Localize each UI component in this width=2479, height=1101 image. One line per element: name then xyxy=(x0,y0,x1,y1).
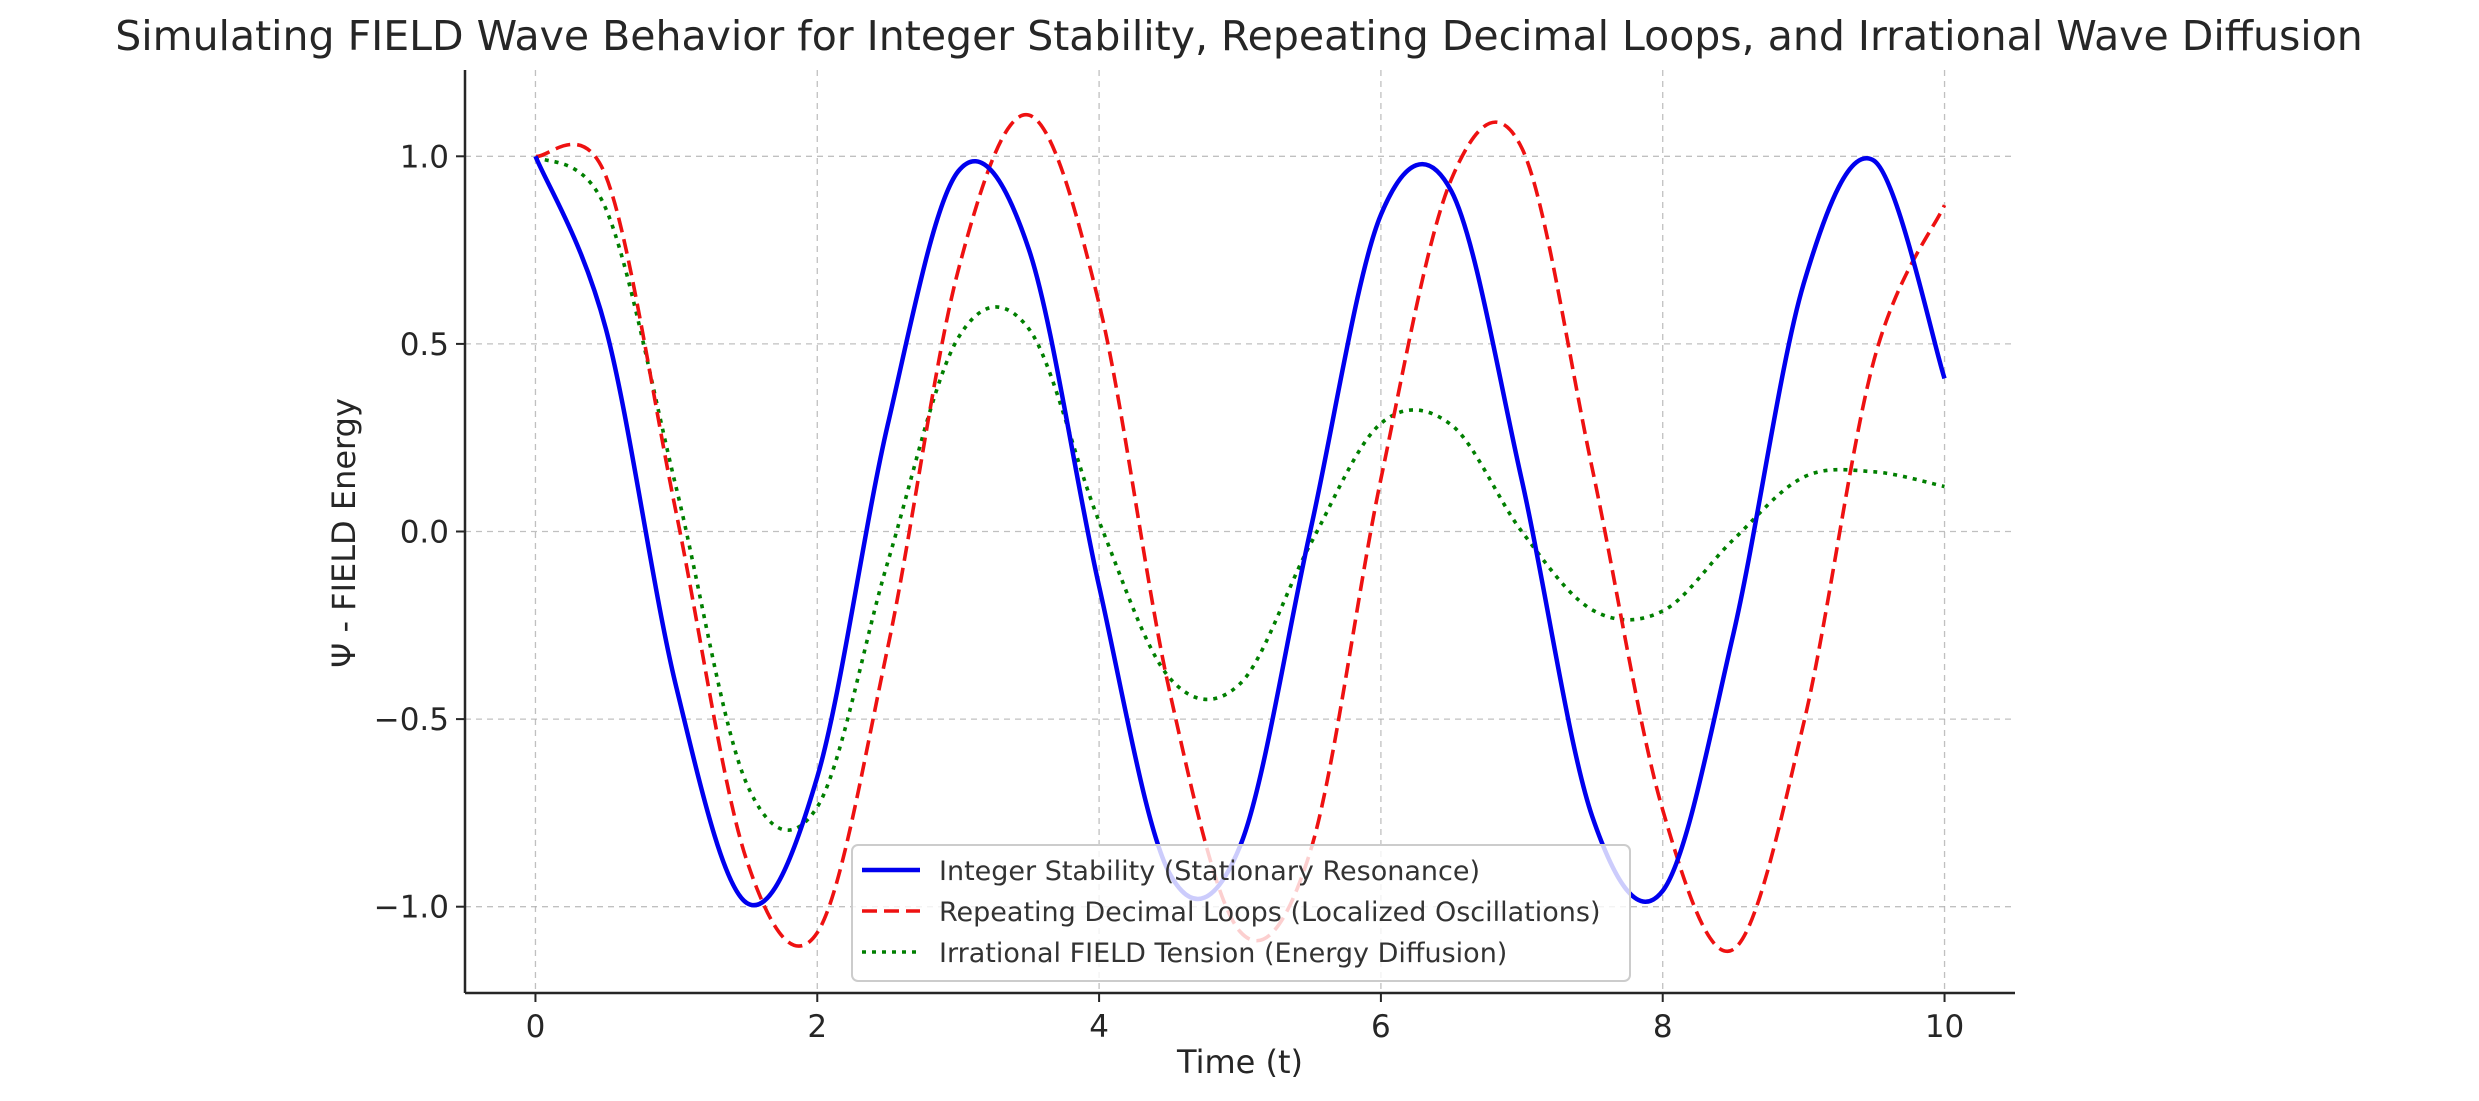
legend: Integer Stability (Stationary Resonance)… xyxy=(851,844,1631,982)
chart-title: Simulating FIELD Wave Behavior for Integ… xyxy=(115,12,2363,60)
ticks: 0 2 4 6 8 10 −1.0 −0.5 0.0 0.5 1.0 xyxy=(374,139,1965,1045)
y-tick-label: −0.5 xyxy=(374,702,449,738)
x-tick-label: 2 xyxy=(807,1009,827,1045)
x-tick-label: 6 xyxy=(1371,1009,1391,1045)
x-tick-label: 10 xyxy=(1925,1009,1964,1045)
y-tick-label: −1.0 xyxy=(374,890,449,926)
x-axis-label: Time (t) xyxy=(1176,1043,1303,1081)
legend-box xyxy=(851,844,1631,982)
series-line-3 xyxy=(534,154,1945,832)
series-line-1 xyxy=(533,155,1947,908)
series-line-2 xyxy=(535,113,1947,954)
y-tick-label: 0.5 xyxy=(400,327,449,363)
grid xyxy=(465,70,2015,993)
legend-entries: Integer Stability (Stationary Resonance)… xyxy=(862,856,1601,969)
y-axis-label: Ψ - FIELD Energy xyxy=(325,398,363,668)
y-tick-label: 0.0 xyxy=(400,515,449,551)
legend-label-2: Repeating Decimal Loops (Localized Oscil… xyxy=(939,897,1601,928)
x-tick-label: 4 xyxy=(1089,1009,1109,1045)
y-tick-label: 1.0 xyxy=(400,139,449,175)
series-lines xyxy=(533,113,1947,954)
legend-label-3: Irrational FIELD Tension (Energy Diffusi… xyxy=(939,938,1507,969)
x-tick-label: 0 xyxy=(526,1009,546,1045)
legend-label-1: Integer Stability (Stationary Resonance) xyxy=(939,856,1480,887)
x-tick-label: 8 xyxy=(1653,1009,1673,1045)
